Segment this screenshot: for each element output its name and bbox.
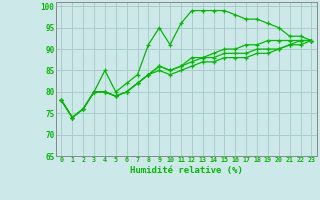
X-axis label: Humidité relative (%): Humidité relative (%)	[130, 166, 243, 175]
